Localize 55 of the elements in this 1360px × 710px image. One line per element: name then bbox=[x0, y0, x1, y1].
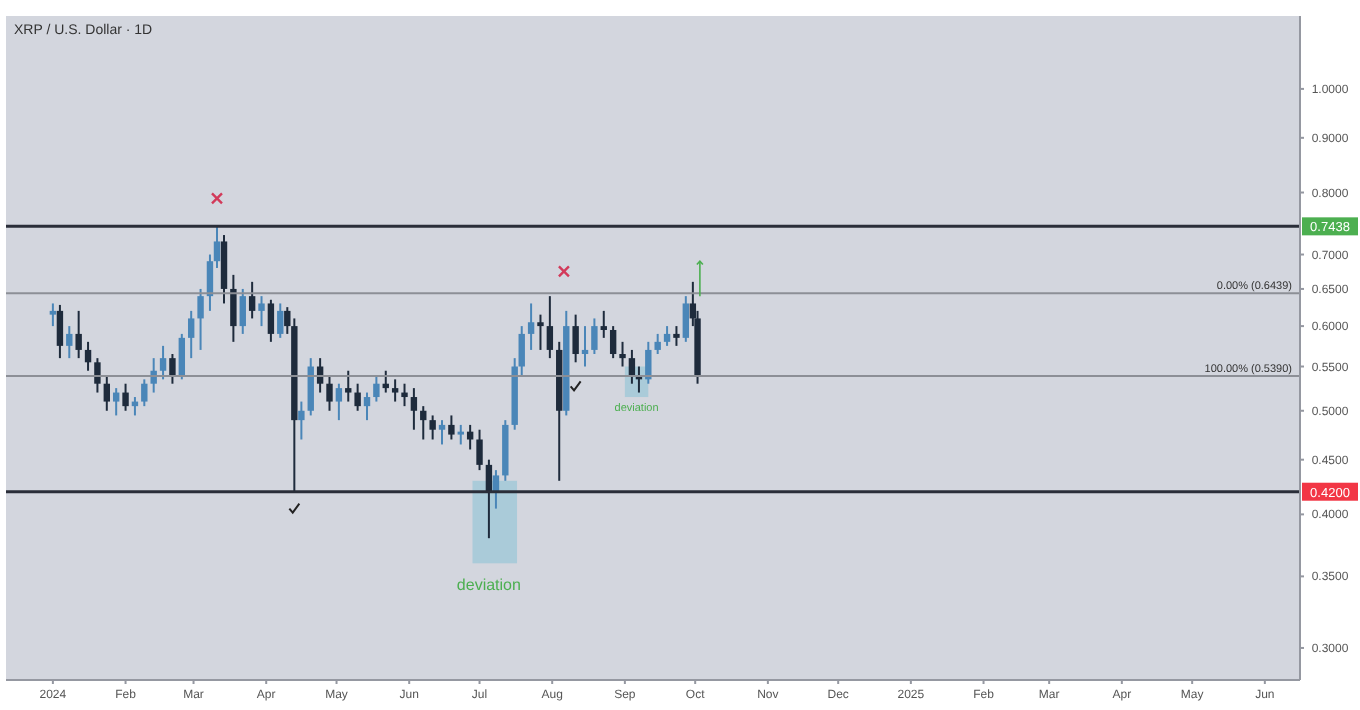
candlestick bbox=[112, 387, 120, 417]
candlestick bbox=[457, 423, 464, 446]
candlestick bbox=[150, 357, 157, 394]
candlestick bbox=[335, 382, 343, 422]
candlestick bbox=[663, 325, 671, 347]
candlestick bbox=[619, 340, 626, 368]
candlestick bbox=[391, 378, 399, 403]
candlestick bbox=[645, 340, 652, 385]
candlestick bbox=[187, 309, 195, 360]
candlestick bbox=[363, 391, 371, 422]
candlestick bbox=[239, 287, 246, 335]
candlestick bbox=[159, 344, 167, 381]
candlestick bbox=[448, 414, 455, 441]
candlestick bbox=[581, 325, 589, 368]
candlestick bbox=[220, 234, 228, 305]
candlestick bbox=[169, 353, 176, 385]
candlestick bbox=[609, 325, 617, 360]
candlestick bbox=[197, 287, 204, 351]
candlestick bbox=[267, 298, 275, 343]
candlestick bbox=[66, 325, 73, 360]
candlestick bbox=[527, 302, 535, 351]
candlestick bbox=[537, 313, 544, 351]
candlestick bbox=[258, 295, 265, 328]
candlestick bbox=[103, 374, 110, 412]
candlestick bbox=[682, 295, 690, 343]
candlestick bbox=[546, 295, 554, 360]
candlestick bbox=[438, 419, 446, 446]
candlestick bbox=[410, 387, 418, 431]
candlestick bbox=[248, 280, 256, 320]
candlestick bbox=[94, 357, 101, 394]
candlestick bbox=[476, 428, 483, 472]
candlestick bbox=[75, 309, 82, 360]
candlestick bbox=[429, 414, 436, 441]
candlestick bbox=[354, 382, 361, 412]
candlestick bbox=[591, 317, 598, 356]
candlestick bbox=[673, 325, 680, 347]
candlestick bbox=[141, 378, 148, 408]
candlestick bbox=[373, 374, 380, 403]
candlestick bbox=[277, 302, 284, 339]
candlestick bbox=[572, 313, 579, 364]
candlestick bbox=[654, 332, 661, 356]
candlestick bbox=[600, 309, 607, 339]
candlestick bbox=[178, 332, 186, 381]
candlestick bbox=[84, 340, 92, 372]
candlestick bbox=[230, 273, 237, 343]
candlestick bbox=[298, 400, 305, 441]
candlestick bbox=[628, 348, 636, 385]
candlestick bbox=[49, 302, 57, 328]
candlestick bbox=[56, 303, 64, 360]
annotation: deviation bbox=[456, 575, 521, 594]
candlestick bbox=[345, 369, 352, 403]
candlestick bbox=[401, 382, 408, 408]
candlestick bbox=[326, 374, 333, 412]
candlestick bbox=[122, 382, 129, 412]
candlestick bbox=[420, 405, 427, 441]
